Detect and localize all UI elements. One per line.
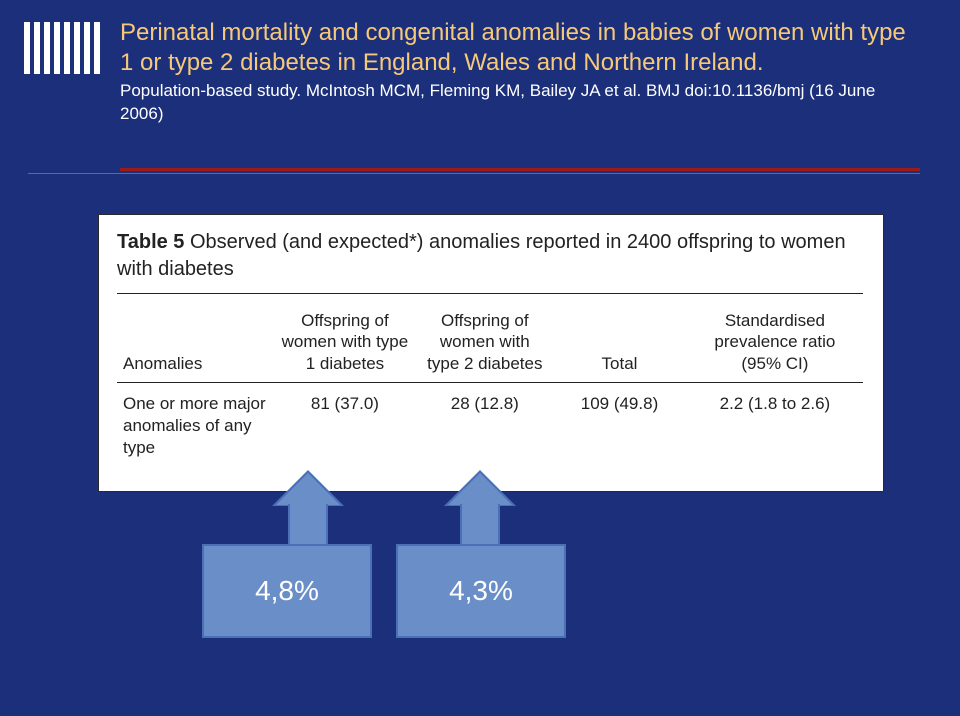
table-caption-strong: Table 5 — [117, 231, 184, 253]
table-row: One or more major anomalies of any type … — [117, 382, 863, 461]
table-panel: Table 5 Observed (and expected*) anomali… — [98, 214, 884, 492]
table-caption-rest: Observed (and expected*) anomalies repor… — [117, 231, 846, 280]
slide-title: Perinatal mortality and congenital anoma… — [120, 18, 910, 78]
decorative-stripes — [24, 22, 100, 74]
td-label: One or more major anomalies of any type — [117, 382, 272, 461]
table-caption: Table 5 Observed (and expected*) anomali… — [117, 229, 863, 294]
arrow-up-icon — [440, 470, 520, 550]
td-type1: 81 (37.0) — [272, 382, 417, 461]
th-total: Total — [552, 308, 687, 382]
callout-left: 4,8% — [202, 544, 372, 638]
slide-subtitle: Population-based study. McIntosh MCM, Fl… — [120, 80, 910, 126]
th-anomalies: Anomalies — [117, 308, 272, 382]
arrow-up-icon — [268, 470, 348, 550]
anomalies-table: Anomalies Offspring of women with type 1… — [117, 308, 863, 461]
title-underline-thin — [28, 173, 920, 174]
callout-right: 4,3% — [396, 544, 566, 638]
td-ratio: 2.2 (1.8 to 2.6) — [687, 382, 863, 461]
th-ratio: Standardised prevalence ratio (95% CI) — [687, 308, 863, 382]
td-type2: 28 (12.8) — [417, 382, 552, 461]
title-underline-red — [120, 168, 920, 171]
title-block: Perinatal mortality and congenital anoma… — [120, 18, 910, 126]
table-header-row: Anomalies Offspring of women with type 1… — [117, 308, 863, 382]
th-type2: Offspring of women with type 2 diabetes — [417, 308, 552, 382]
th-type1: Offspring of women with type 1 diabetes — [272, 308, 417, 382]
td-total: 109 (49.8) — [552, 382, 687, 461]
